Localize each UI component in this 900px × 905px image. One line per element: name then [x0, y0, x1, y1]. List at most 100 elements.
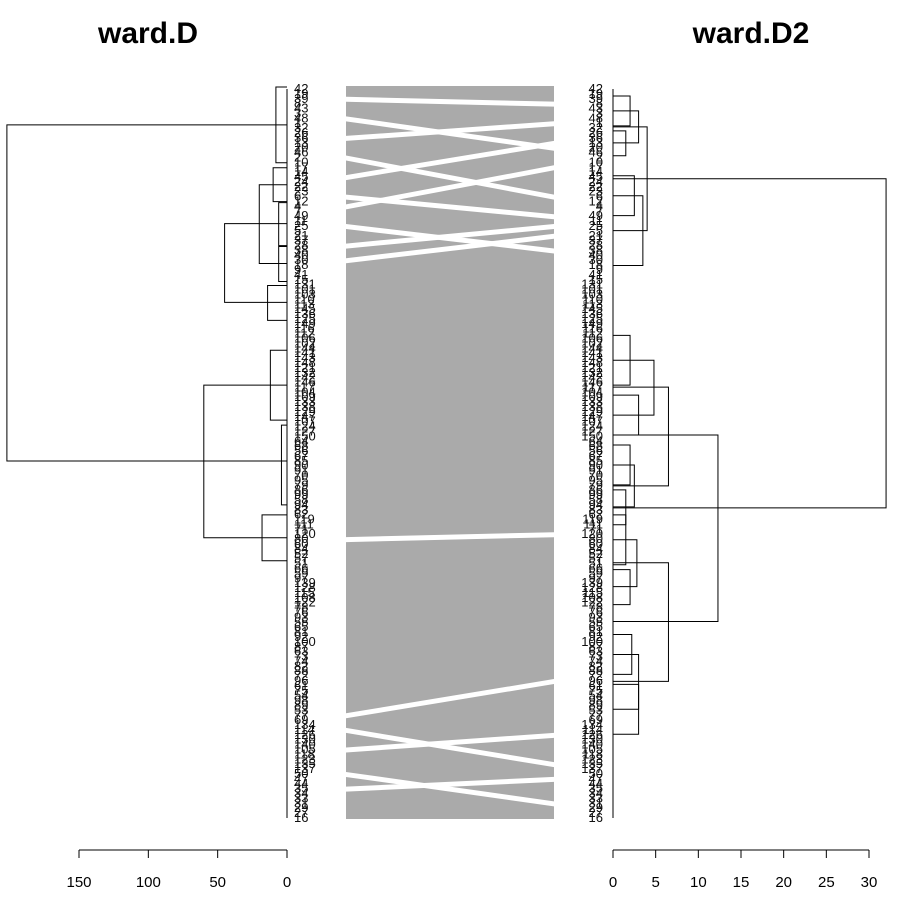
right-leaf-label: 141 — [581, 345, 603, 360]
left-leaf-label: 125 — [294, 311, 316, 326]
left-leaf-label: 10 — [294, 154, 308, 169]
left-leaf-label: 2 — [294, 149, 301, 164]
left-leaf-label: 42 — [294, 81, 308, 96]
crossing-link-13 — [346, 732, 554, 753]
right-axis-tick-label: 15 — [733, 874, 750, 891]
left-leaf-label: 85 — [294, 453, 308, 468]
right-leaf-label: 123 — [581, 751, 603, 766]
right-branch-12 — [613, 386, 669, 487]
left-leaf-label: 150 — [294, 428, 316, 443]
right-leaf-label: 86 — [589, 482, 603, 497]
right-leaf-label: 26 — [589, 125, 603, 140]
left-leaf-label: 133 — [294, 394, 316, 409]
right-leaf-label: 127 — [581, 423, 603, 438]
right-leaf-label: 54 — [589, 688, 603, 703]
right-leaf-label: 128 — [581, 580, 603, 595]
left-leaf-label: 25 — [294, 218, 308, 233]
right-dendrogram — [612, 89, 887, 818]
left-leaf-label: 61 — [294, 678, 308, 693]
left-leaf-label: 109 — [294, 389, 316, 404]
left-leaf-label: 7 — [294, 203, 301, 218]
left-leaf-label: 15 — [294, 272, 308, 287]
right-leaf-label: 23 — [589, 184, 603, 199]
right-leaf-label: 52 — [589, 546, 603, 561]
left-leaf-label: 73 — [294, 649, 308, 664]
left-leaf-label: 130 — [294, 732, 316, 747]
right-leaf-label: 59 — [589, 565, 603, 580]
right-leaf-label: 120 — [581, 526, 603, 541]
right-leaf-label: 79 — [589, 477, 603, 492]
right-leaf-label: 95 — [589, 472, 603, 487]
right-leaf-label: 21 — [589, 228, 603, 243]
right-leaf-label: 44 — [589, 776, 603, 791]
left-leaf-label: 83 — [294, 502, 308, 517]
right-leaf-label: 38 — [589, 242, 603, 257]
left-leaf-label: 136 — [294, 306, 316, 321]
right-leaf-label: 17 — [589, 159, 603, 174]
left-leaf-label: 117 — [294, 379, 315, 394]
right-leaf-labels: 4219398433481322636132046210171445242223… — [581, 81, 603, 825]
right-leaf-label: 51 — [589, 556, 603, 571]
left-branch-11 — [6, 124, 287, 462]
right-leaf-label: 71 — [589, 521, 603, 536]
left-leaf-label: 60 — [294, 536, 308, 551]
left-leaf-label: 56 — [294, 443, 308, 458]
right-leaf-label: 126 — [581, 727, 603, 742]
right-leaf-label: 43 — [589, 101, 603, 116]
right-leaf-label: 37 — [589, 233, 603, 248]
right-leaf-label: 49 — [589, 208, 603, 223]
right-leaf-label: 87 — [589, 639, 603, 654]
right-leaf-label: 76 — [589, 605, 603, 620]
right-leaf-label: 18 — [589, 257, 603, 272]
left-axis: 150 100 50 0 — [66, 849, 291, 891]
right-leaf-label: 137 — [581, 761, 603, 776]
left-leaf-label: 17 — [294, 159, 308, 174]
right-leaf-label: 75 — [589, 683, 603, 698]
right-leaf-label: 105 — [581, 742, 603, 757]
left-leaf-label: 32 — [294, 120, 308, 135]
crossing-link-4 — [346, 140, 554, 181]
right-leaf-label: 92 — [589, 629, 603, 644]
left-leaf-label: 75 — [294, 683, 308, 698]
crossing-link-9 — [346, 233, 554, 264]
left-leaf-label: 101 — [294, 282, 316, 297]
right-leaf-label: 81 — [589, 624, 603, 639]
left-leaf-label: 129 — [294, 404, 316, 419]
left-leaf-label: 90 — [294, 458, 308, 473]
right-leaf-label: 41 — [589, 267, 603, 282]
left-leaf-label: 93 — [294, 609, 308, 624]
left-leaf-label: 71 — [294, 521, 308, 536]
left-leaf-label: 119 — [294, 512, 315, 527]
left-leaf-label: 113 — [294, 296, 315, 311]
left-leaf-label: 114 — [294, 722, 315, 737]
right-leaf-label: 109 — [581, 389, 603, 404]
left-leaf-label: 58 — [294, 492, 308, 507]
right-leaf-label: 25 — [589, 218, 603, 233]
right-leaf-label: 135 — [581, 756, 603, 771]
crossing-link-15 — [346, 776, 554, 792]
right-leaf-label: 80 — [589, 531, 603, 546]
left-leaf-label: 112 — [294, 326, 315, 341]
right-leaf-label: 29 — [589, 800, 603, 815]
right-leaf-label: 143 — [581, 350, 603, 365]
right-leaf-label: 140 — [581, 737, 603, 752]
left-leaf-label: 96 — [294, 673, 308, 688]
right-leaf-label: 115 — [582, 585, 603, 600]
right-leaf-label: 82 — [589, 658, 603, 673]
right-leaf-label: 150 — [581, 428, 603, 443]
left-leaf-label: 143 — [294, 350, 316, 365]
right-leaf-label: 96 — [589, 673, 603, 688]
left-leaf-label: 78 — [294, 600, 308, 615]
right-leaf-label: 14 — [589, 164, 603, 179]
left-leaf-label: 116 — [294, 321, 315, 336]
left-leaf-label: 26 — [294, 125, 308, 140]
left-leaf-label: 87 — [294, 639, 308, 654]
left-leaf-label: 6 — [294, 189, 301, 204]
right-axis-tick-label: 5 — [651, 874, 659, 891]
left-leaf-label: 30 — [294, 252, 308, 267]
right-leaf-label: 20 — [589, 140, 603, 155]
left-leaf-label: 47 — [294, 771, 308, 786]
left-leaf-label: 106 — [294, 331, 316, 346]
right-leaf-label: 64 — [589, 433, 603, 448]
left-leaf-label: 33 — [294, 790, 308, 805]
